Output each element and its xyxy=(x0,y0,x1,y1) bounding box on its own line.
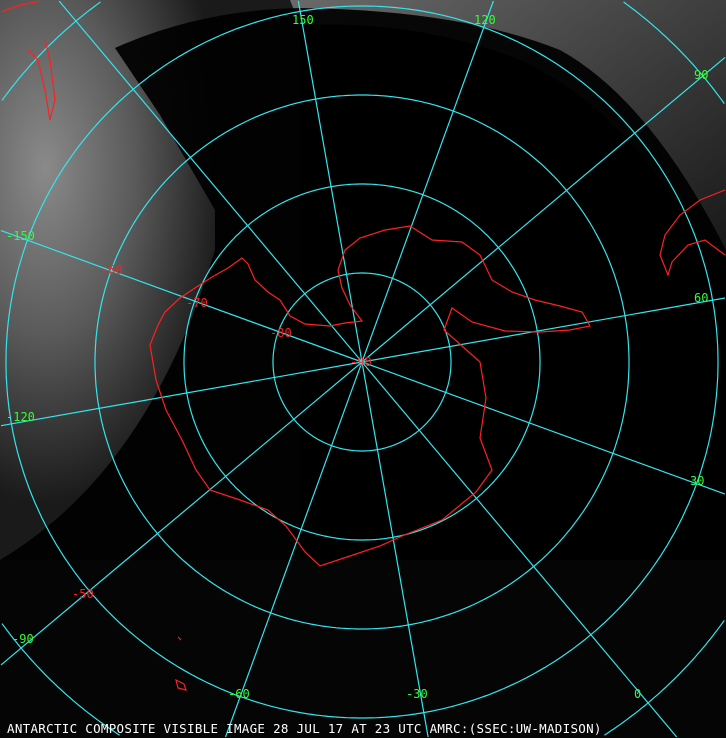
lon-label-150: 150 xyxy=(292,13,314,27)
lon-label-60: 60 xyxy=(694,291,708,305)
meridian-line xyxy=(361,0,494,363)
lon-label-minus30: -30 xyxy=(406,687,428,701)
meridian-line xyxy=(224,361,363,738)
imagery-northeast xyxy=(290,0,726,300)
latitude-circle xyxy=(272,272,452,452)
meridian-line xyxy=(361,361,429,738)
meridian-line xyxy=(58,0,363,363)
coastline xyxy=(0,0,726,691)
lon-label-90: 90 xyxy=(694,68,708,82)
meridian-line xyxy=(361,297,726,363)
antarctica-coastline xyxy=(149,225,591,567)
lon-label-minus120: -120 xyxy=(6,410,35,424)
meridian-line xyxy=(361,361,678,738)
lat-label-minus80: -80 xyxy=(270,326,292,340)
island xyxy=(175,636,187,691)
new-zealand-coastline xyxy=(0,0,56,121)
lon-label-minus90: -90 xyxy=(12,632,34,646)
image-caption: ANTARCTIC COMPOSITE VISIBLE IMAGE 28 JUL… xyxy=(7,721,602,736)
imagery-nodata xyxy=(0,8,726,738)
meridian-line xyxy=(0,361,363,666)
south-america-coastline xyxy=(659,189,726,277)
latitude-labels: -90 -80 -70 -60 -50 xyxy=(72,263,372,601)
lon-label-0: 0 xyxy=(634,687,641,701)
lat-label-minus60: -60 xyxy=(101,263,123,277)
lat-label-minus70: -70 xyxy=(186,296,208,310)
lon-label-minus150: -150 xyxy=(6,229,35,243)
lon-label-120: 120 xyxy=(474,13,496,27)
latitude-circle xyxy=(183,183,541,541)
meridian-line xyxy=(361,361,726,495)
imagery-dark xyxy=(0,560,726,738)
lat-label-minus50: -50 xyxy=(72,587,94,601)
longitude-labels: 0 30 60 90 120 150 -150 -120 -90 -60 -30 xyxy=(6,13,708,701)
latitude-circle xyxy=(5,5,719,719)
meridian-line xyxy=(297,0,363,363)
lat-label-minus90: -90 xyxy=(350,355,372,369)
lon-label-30: 30 xyxy=(690,474,704,488)
meridian-line xyxy=(0,361,363,427)
lon-label-minus60: -60 xyxy=(228,687,250,701)
latitude-circle xyxy=(94,94,630,630)
meridian-line xyxy=(361,56,726,363)
